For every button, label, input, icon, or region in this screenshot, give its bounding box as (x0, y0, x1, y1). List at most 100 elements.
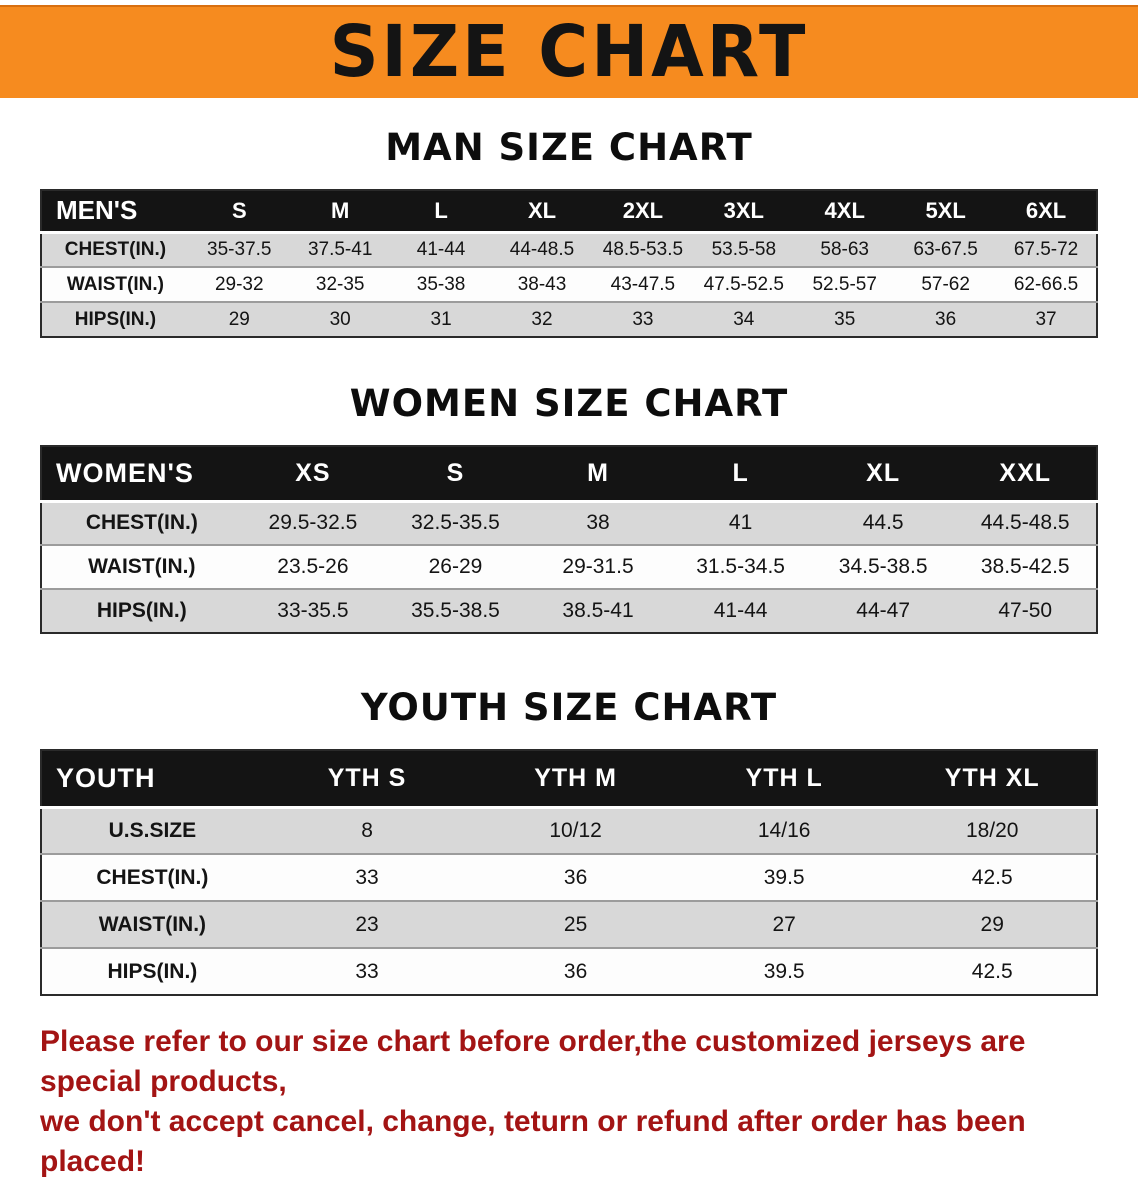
size-column-header: L (390, 190, 492, 234)
size-value-cell: 38.5-42.5 (954, 544, 1097, 589)
men-size-table: MEN'S S M L XL 2XL 3XL 4XL 5XL 6XL CHEST(IN.) 35-37… (40, 189, 1098, 338)
size-value-cell: 29 (188, 301, 290, 337)
youth-size-section: YOUTH SIZE CHART YOUTH YTH S YTH M YTH L YTH… (0, 686, 1138, 996)
size-value-cell: 47.5-52.5 (693, 266, 795, 302)
size-value-cell: 26-29 (384, 544, 527, 589)
row-label-cell: HIPS(IN.) (41, 588, 242, 633)
table-title-cell: YOUTH (41, 750, 263, 809)
size-value-cell: 27 (679, 900, 889, 948)
size-value-cell: 38 (526, 501, 670, 545)
size-value-cell: 42.5 (888, 853, 1097, 901)
youth-size-chart-heading: YOUTH SIZE CHART (360, 686, 778, 729)
size-column-header: 4XL (794, 190, 896, 234)
size-value-cell: 35-38 (390, 266, 492, 302)
size-column-header: 5XL (895, 190, 997, 234)
disclaimer-line-2: we don't accept cancel, change, teturn o… (40, 1104, 1026, 1178)
size-value-cell: 52.5-57 (794, 266, 896, 302)
size-value-cell: 36 (471, 853, 680, 901)
size-value-cell: 43-47.5 (592, 266, 694, 302)
table-row: CHEST(IN.) 33 36 39.5 42.5 (41, 853, 1097, 901)
size-value-cell: 29-32 (188, 266, 290, 302)
size-value-cell: 18/20 (888, 807, 1097, 854)
size-value-cell: 36 (471, 947, 680, 995)
size-value-cell: 39.5 (679, 853, 889, 901)
row-label-cell: HIPS(IN.) (41, 947, 263, 995)
size-value-cell: 35.5-38.5 (384, 588, 527, 633)
size-value-cell: 31.5-34.5 (669, 544, 812, 589)
size-value-cell: 44.5-48.5 (954, 501, 1097, 545)
size-value-cell: 63-67.5 (895, 232, 997, 267)
size-value-cell: 34.5-38.5 (811, 544, 955, 589)
size-value-cell: 38-43 (491, 266, 593, 302)
table-row: HIPS(IN.) 29 30 31 32 33 34 35 36 37 (41, 301, 1097, 337)
row-label-cell: WAIST(IN.) (41, 544, 242, 589)
size-value-cell: 47-50 (954, 588, 1097, 633)
size-column-header: YTH L (679, 750, 889, 809)
size-chart-banner: SIZE CHART (0, 5, 1138, 98)
size-column-header: S (384, 446, 527, 503)
size-value-cell: 23.5-26 (241, 544, 385, 589)
size-value-cell: 33 (262, 947, 472, 995)
size-value-cell: 41-44 (669, 588, 812, 633)
size-value-cell: 38.5-41 (526, 588, 670, 633)
size-value-cell: 48.5-53.5 (592, 232, 694, 267)
size-column-header: XL (491, 190, 593, 234)
table-title-cell: MEN'S (41, 190, 189, 234)
size-column-header: 3XL (693, 190, 795, 234)
size-value-cell: 34 (693, 301, 795, 337)
size-value-cell: 44.5 (811, 501, 955, 545)
size-value-cell: 32.5-35.5 (384, 501, 527, 545)
table-title-cell: WOMEN'S (41, 446, 242, 503)
size-column-header: YTH XL (888, 750, 1097, 809)
size-value-cell: 29.5-32.5 (241, 501, 385, 545)
size-value-cell: 67.5-72 (996, 232, 1097, 267)
size-column-header: YTH S (262, 750, 472, 809)
size-column-header: M (526, 446, 670, 503)
size-column-header: YTH M (471, 750, 680, 809)
row-label-cell: U.S.SIZE (41, 807, 263, 854)
size-value-cell: 25 (471, 900, 680, 948)
size-value-cell: 62-66.5 (996, 266, 1097, 302)
table-row: WAIST(IN.) 29-32 32-35 35-38 38-43 43-47.5 47.… (41, 266, 1097, 302)
row-label-cell: WAIST(IN.) (41, 266, 189, 302)
size-value-cell: 33 (262, 853, 472, 901)
size-column-header: 6XL (996, 190, 1097, 234)
size-value-cell: 44-48.5 (491, 232, 593, 267)
table-header-row: MEN'S S M L XL 2XL 3XL 4XL 5XL 6XL (41, 190, 1097, 234)
men-size-section: MAN SIZE CHART MEN'S S M L XL 2XL 3XL 4XL 5XL 6XL… (0, 126, 1138, 338)
size-column-header: S (188, 190, 290, 234)
size-value-cell: 31 (390, 301, 492, 337)
size-value-cell: 42.5 (888, 947, 1097, 995)
table-row: U.S.SIZE 8 10/12 14/16 18/20 (41, 807, 1097, 854)
size-value-cell: 29-31.5 (526, 544, 670, 589)
women-size-chart-heading: WOMEN SIZE CHART (349, 382, 789, 425)
size-value-cell: 14/16 (679, 807, 889, 854)
size-value-cell: 44-47 (811, 588, 955, 633)
table-row: WAIST(IN.) 23 25 27 29 (41, 900, 1097, 948)
table-header-row: WOMEN'S XS S M L XL XXL (41, 446, 1097, 503)
size-column-header: XXL (954, 446, 1097, 503)
man-size-chart-heading: MAN SIZE CHART (385, 126, 753, 169)
row-label-cell: CHEST(IN.) (41, 232, 189, 267)
row-label-cell: CHEST(IN.) (41, 501, 242, 545)
size-value-cell: 29 (888, 900, 1097, 948)
order-disclaimer: Please refer to our size chart before or… (40, 1022, 1100, 1182)
size-value-cell: 35-37.5 (188, 232, 290, 267)
size-value-cell: 32-35 (289, 266, 391, 302)
size-value-cell: 35 (794, 301, 896, 337)
women-size-table: WOMEN'S XS S M L XL XXL CHEST(IN.) 29.5-32.5 32.5… (40, 445, 1098, 634)
women-size-section: WOMEN SIZE CHART WOMEN'S XS S M L XL XXL CHEST(… (0, 382, 1138, 634)
table-row: CHEST(IN.) 35-37.5 37.5-41 41-44 44-48.5 48.5… (41, 232, 1097, 267)
size-value-cell: 33 (592, 301, 694, 337)
size-column-header: XL (811, 446, 955, 503)
size-value-cell: 57-62 (895, 266, 997, 302)
size-value-cell: 8 (262, 807, 472, 854)
size-value-cell: 41 (669, 501, 812, 545)
size-value-cell: 32 (491, 301, 593, 337)
table-header-row: YOUTH YTH S YTH M YTH L YTH XL (41, 750, 1097, 809)
table-row: HIPS(IN.) 33 36 39.5 42.5 (41, 947, 1097, 995)
size-chart-title: SIZE CHART (329, 11, 809, 94)
row-label-cell: CHEST(IN.) (41, 853, 263, 901)
table-row: WAIST(IN.) 23.5-26 26-29 29-31.5 31.5-34.5 34… (41, 544, 1097, 589)
disclaimer-line-1: Please refer to our size chart before or… (40, 1025, 1026, 1098)
